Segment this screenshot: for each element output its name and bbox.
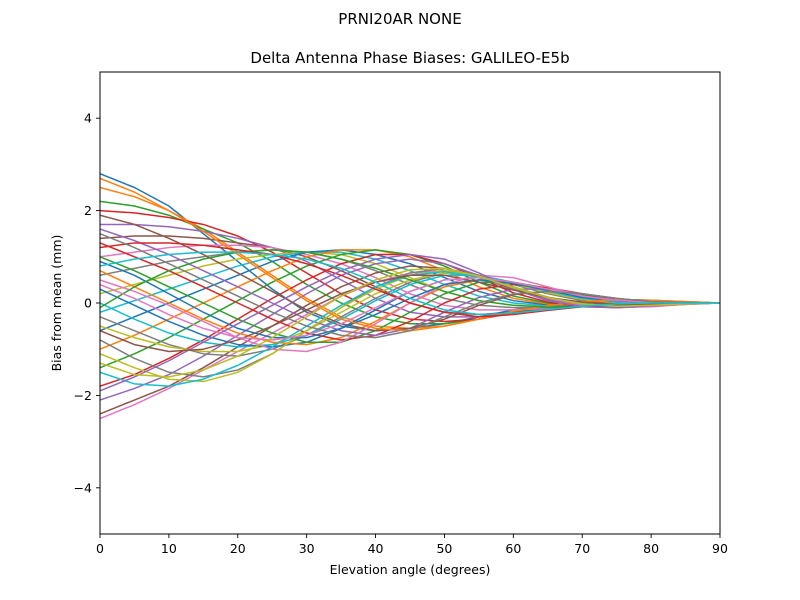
x-tick-label: 90 bbox=[712, 541, 728, 556]
x-axis-ticks: 0 10 20 30 40 50 60 70 80 90 bbox=[96, 534, 728, 556]
series-line-35 bbox=[100, 253, 720, 392]
x-tick-label: 40 bbox=[368, 541, 384, 556]
x-tick-label: 0 bbox=[96, 541, 104, 556]
x-tick-label: 60 bbox=[505, 541, 521, 556]
y-tick-label: 2 bbox=[84, 203, 92, 218]
y-tick-label: 0 bbox=[84, 296, 92, 311]
y-axis-ticks: −4 −2 0 2 4 bbox=[74, 111, 100, 495]
x-tick-label: 70 bbox=[574, 541, 590, 556]
y-tick-label: −4 bbox=[74, 480, 92, 495]
y-tick-label: −2 bbox=[74, 388, 92, 403]
x-tick-label: 50 bbox=[436, 541, 452, 556]
x-tick-label: 30 bbox=[299, 541, 315, 556]
x-axis-label: Elevation angle (degrees) bbox=[330, 562, 491, 577]
x-tick-label: 80 bbox=[643, 541, 659, 556]
x-tick-label: 10 bbox=[161, 541, 177, 556]
axes-frame bbox=[99, 71, 721, 535]
figure-suptitle: PRNI20AR NONE bbox=[338, 10, 461, 28]
series-line-39 bbox=[100, 267, 720, 378]
x-tick-label: 20 bbox=[230, 541, 246, 556]
y-tick-label: 4 bbox=[84, 111, 92, 126]
series-line-33 bbox=[100, 249, 720, 309]
chart-title: Delta Antenna Phase Biases: GALILEO-E5b bbox=[250, 49, 569, 67]
series-line-40 bbox=[100, 251, 720, 316]
y-axis-label: Bias from mean (mm) bbox=[49, 235, 64, 372]
series-line-37 bbox=[100, 276, 720, 341]
series-line-38 bbox=[100, 233, 720, 339]
plot-lines bbox=[100, 172, 720, 420]
